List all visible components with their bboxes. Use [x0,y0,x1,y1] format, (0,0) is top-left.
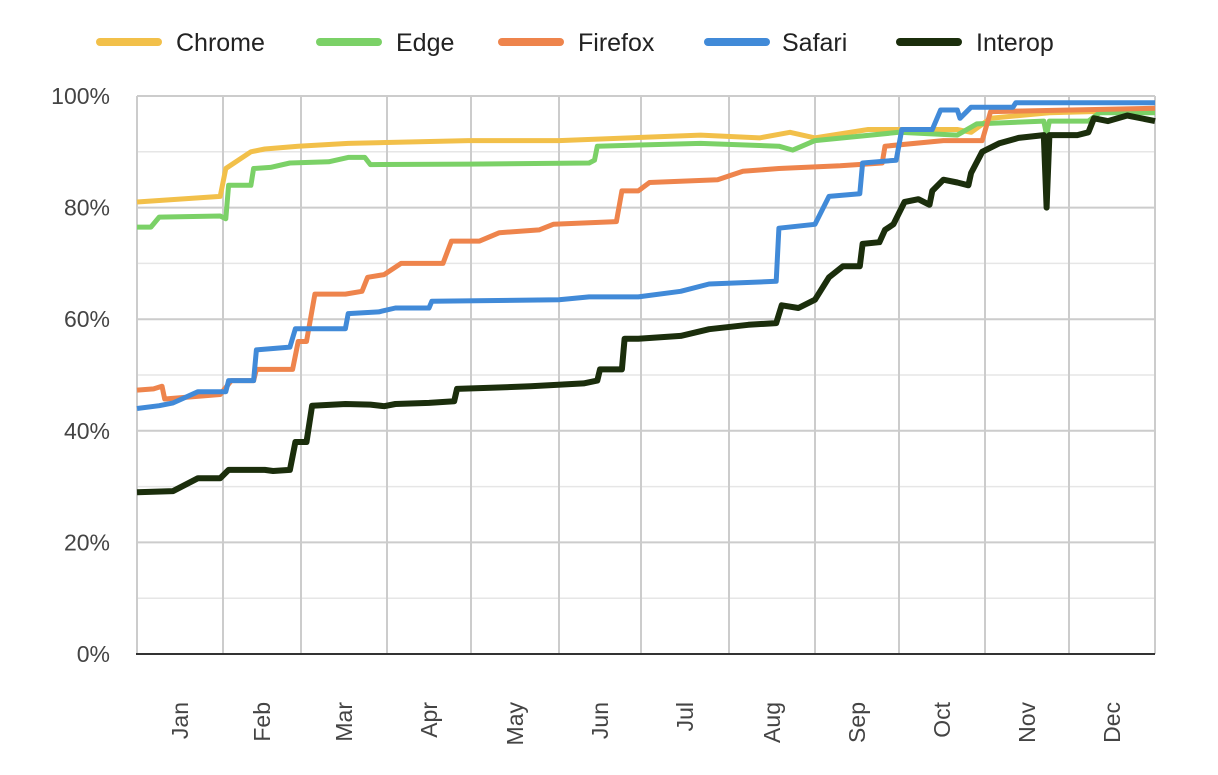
series-line-interop [136,112,1156,496]
y-tick-label: 0% [77,641,110,667]
x-tick-label: May [502,702,528,746]
legend-label: Interop [976,29,1054,57]
legend-label: Firefox [578,29,655,57]
grid [136,95,1156,655]
legend-label: Safari [782,29,847,57]
y-tick-label: 20% [64,529,110,555]
y-axis-tick-labels: 0% 20% 40% 60% 80% 100% [51,83,110,667]
legend: Chrome Edge Firefox Safari Interop [96,29,1054,57]
y-tick-label: 40% [64,418,110,444]
y-tick-label: 80% [64,195,110,221]
legend-item-edge[interactable]: Edge [316,29,454,57]
legend-item-firefox[interactable]: Firefox [498,29,655,57]
legend-item-interop[interactable]: Interop [896,29,1054,57]
series-line-safari [136,100,1155,411]
x-tick-label: Aug [759,702,785,743]
x-tick-label: Oct [929,701,955,737]
x-axis-tick-labels: Jan Feb Mar Apr May Jun Jul Aug Sep Oct Nov Dec [167,701,1125,745]
x-tick-label: Jul [672,702,698,731]
x-tick-label: Dec [1099,702,1125,743]
x-tick-label: Mar [331,702,357,742]
legend-item-safari[interactable]: Safari [704,29,847,57]
legend-item-chrome[interactable]: Chrome [96,29,265,57]
series-line-chrome [136,107,1156,205]
legend-label: Chrome [176,29,265,57]
series-line-edge [137,110,1155,230]
x-tick-label: Jun [587,702,613,739]
x-tick-label: Feb [249,702,275,742]
x-tick-label: Apr [416,702,442,738]
y-tick-label: 100% [51,83,110,109]
x-tick-label: Nov [1014,702,1040,743]
y-tick-label: 60% [64,306,110,332]
series-lines [136,100,1156,496]
legend-label: Edge [396,29,454,57]
x-tick-label: Sep [844,702,870,743]
x-tick-label: Jan [167,702,193,739]
